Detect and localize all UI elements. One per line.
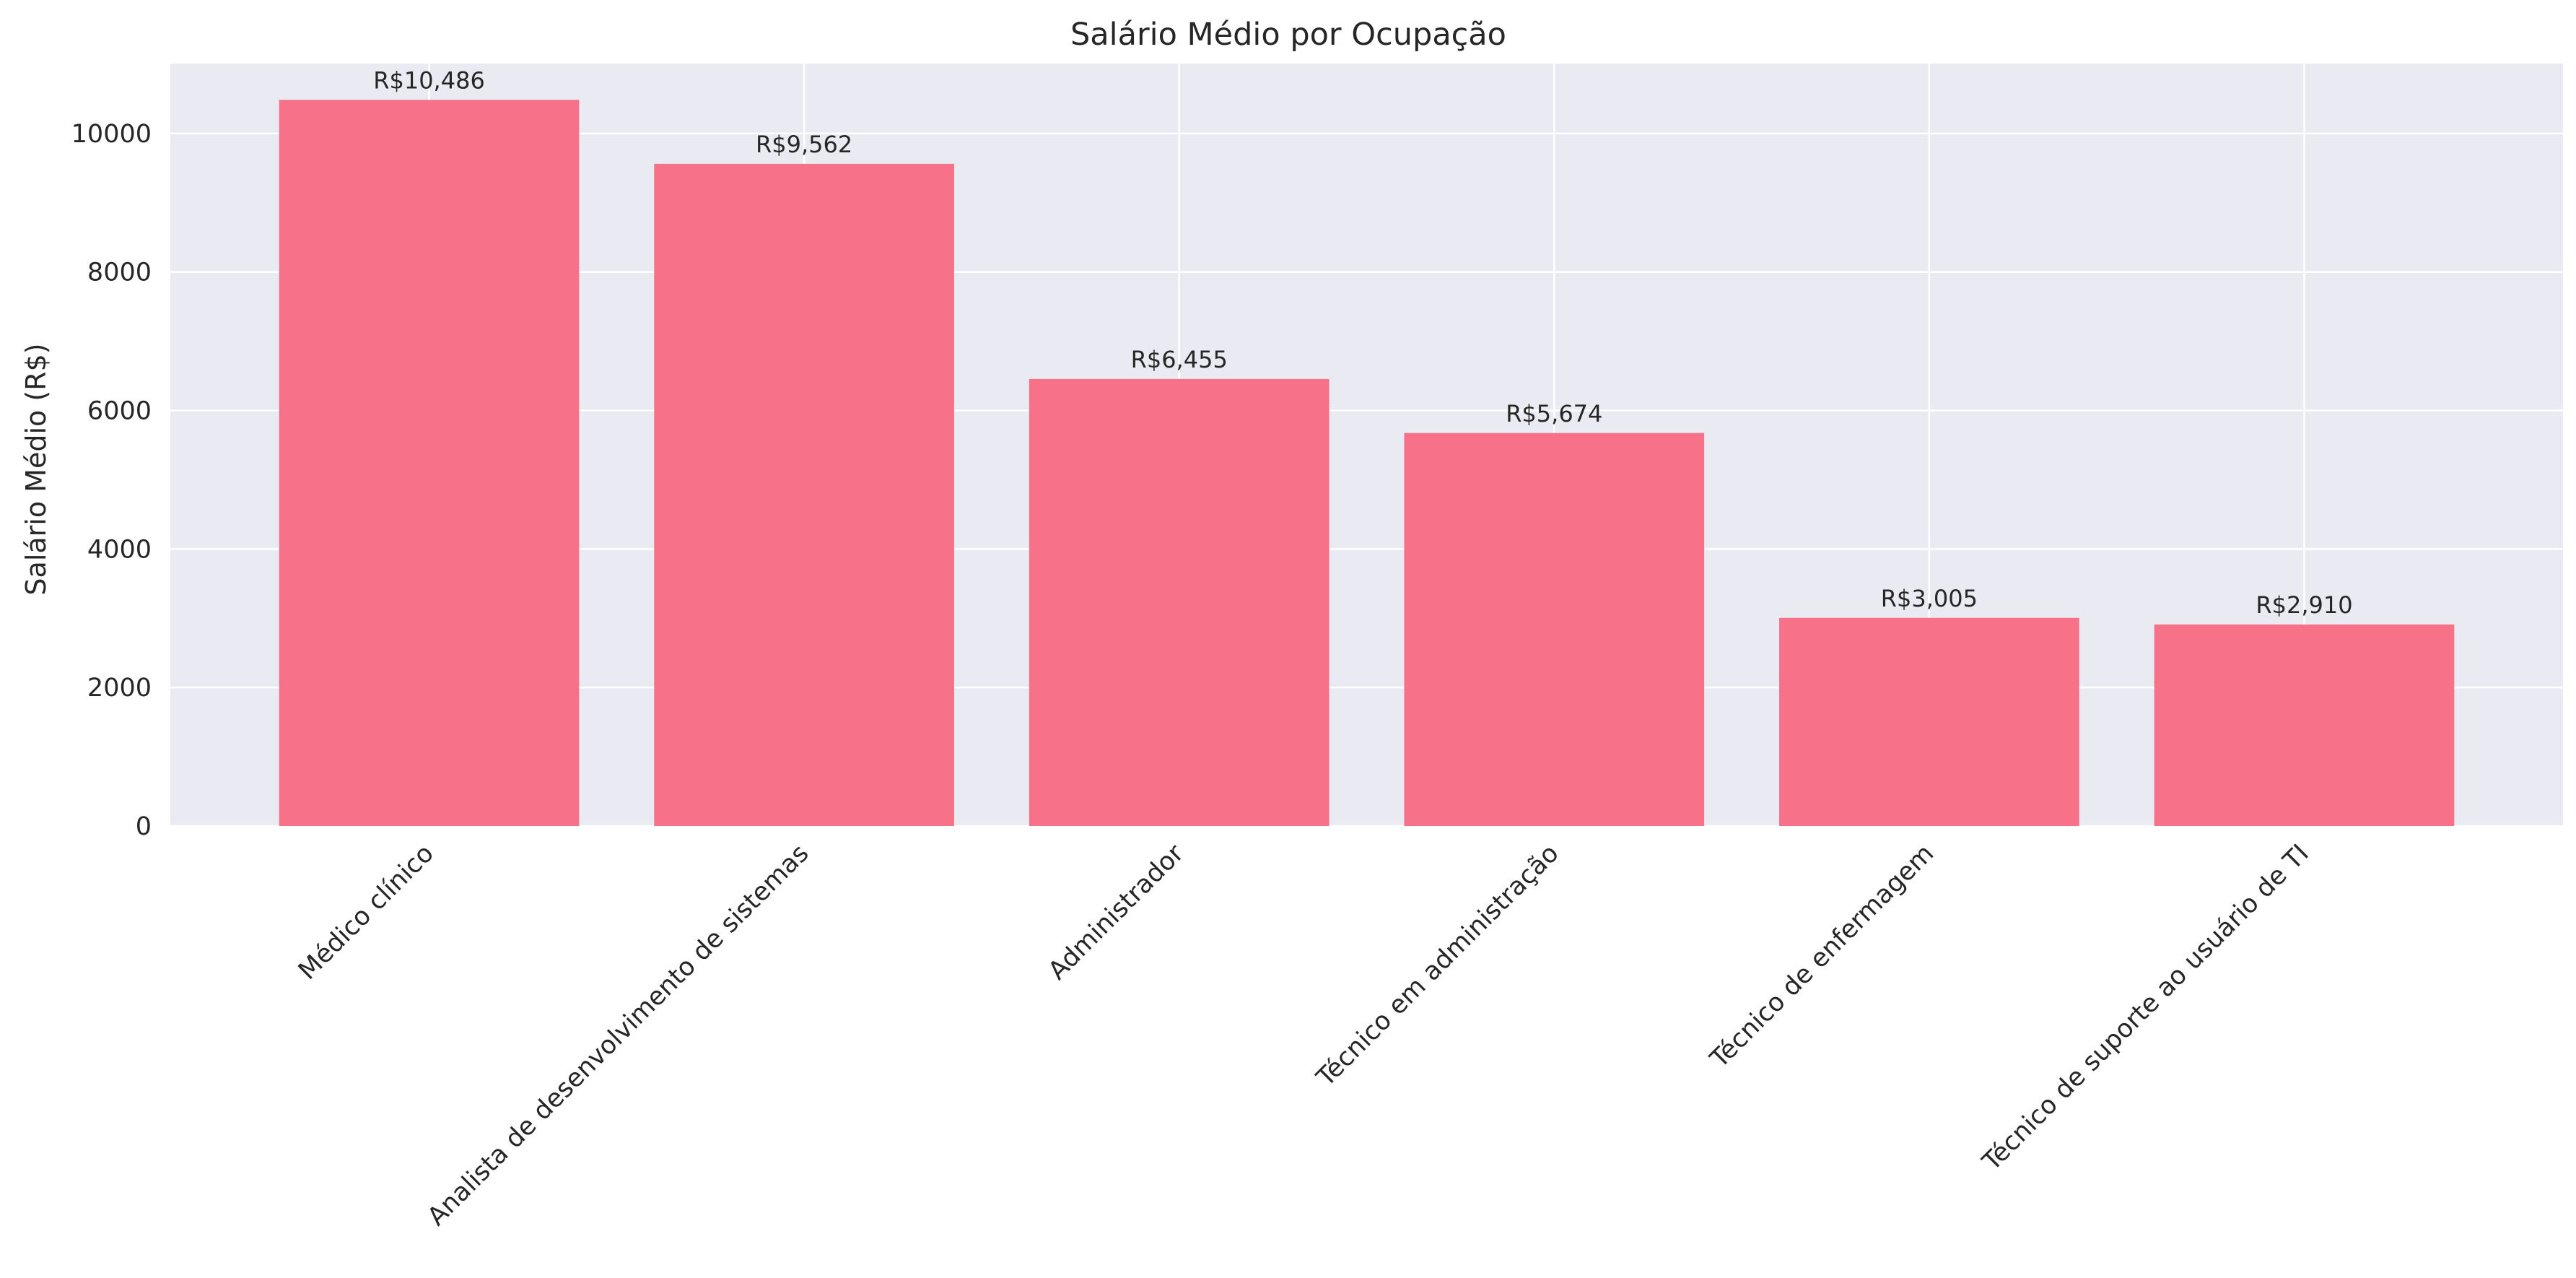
bar-value-label: R$6,455 (1131, 346, 1228, 373)
y-tick-label: 10000 (71, 120, 152, 149)
x-tick-label: Analista de desenvolvimento de sistemas (422, 839, 814, 1231)
y-tick-label: 6000 (87, 397, 152, 426)
x-tick-label: Administrador (1043, 839, 1189, 986)
bar (1779, 617, 2079, 826)
bar (2154, 624, 2455, 826)
y-tick-label: 4000 (87, 535, 152, 564)
y-tick-label: 0 (136, 812, 152, 841)
x-tick-label: Técnico em administração (1311, 839, 1564, 1092)
bar (1029, 378, 1330, 826)
y-tick-label: 2000 (87, 674, 152, 703)
y-axis-ticks: 0 2000 4000 6000 8000 10000 (71, 120, 152, 841)
bar-value-label: R$10,486 (373, 66, 485, 94)
x-tick-label: Técnico de enfermagem (1705, 839, 1940, 1074)
bar-value-label: R$2,910 (2256, 591, 2352, 619)
bar-value-label: R$9,562 (756, 131, 852, 158)
y-tick-label: 8000 (87, 258, 152, 287)
bar-value-labels: R$10,486 R$9,562 R$6,455 R$5,674 R$3,005 R$2,… (373, 66, 2352, 619)
x-tick-label: Médico clínico (293, 839, 440, 986)
bar-value-label: R$5,674 (1506, 400, 1602, 427)
bars (279, 100, 2455, 827)
y-axis-label: Salário Médio (R$) (20, 343, 52, 595)
bar (654, 163, 954, 827)
bar (1404, 432, 1705, 826)
x-tick-label: Técnico de suporte ao usuário de TI (1977, 839, 2315, 1177)
bar-value-label: R$3,005 (1881, 585, 1978, 612)
bar (279, 100, 580, 827)
chart-title: Salário Médio por Ocupação (1070, 17, 1506, 53)
